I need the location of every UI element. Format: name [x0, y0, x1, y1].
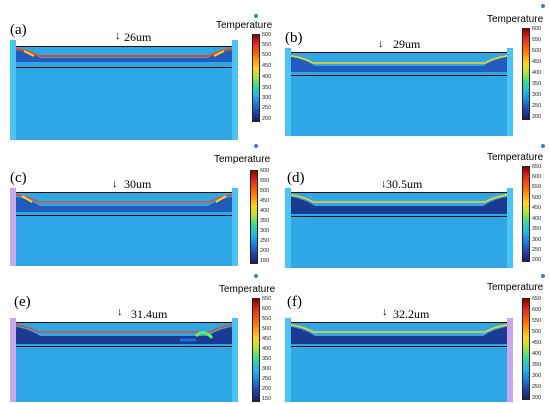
legend-title: Temperature	[487, 152, 544, 163]
thickness-label: 30.5um	[386, 177, 423, 191]
thickness-arrow-icon: ↓	[115, 30, 121, 42]
colorbar	[522, 166, 530, 262]
panel-label: (e)	[14, 294, 31, 310]
panel-label: (f)	[287, 294, 302, 310]
panel-a: (a) ↓ 26um Temperature 600 550 500 450 4…	[0, 0, 275, 140]
panel-e: (e) ↓ 31.4um Temperature 650 600 550 500…	[0, 270, 275, 404]
info-dot-icon	[541, 4, 545, 8]
info-dot-icon	[254, 144, 258, 148]
legend-title: Temperature	[216, 20, 273, 31]
temperature-field-plot	[10, 188, 238, 266]
thickness-label: 29um	[393, 37, 421, 51]
thickness-label: 32.2um	[393, 307, 430, 321]
panel-label: (d)	[287, 170, 305, 186]
legend-title: Temperature	[487, 14, 544, 25]
temperature-field-plot	[285, 188, 513, 268]
thickness-label: 26um	[124, 30, 152, 44]
thickness-label: 31.4um	[131, 307, 168, 321]
info-dot-icon	[254, 274, 258, 278]
info-dot-icon	[541, 144, 545, 148]
panel-d: (d) ↓ 30.5um Temperature 650 600 550 500…	[275, 136, 550, 270]
thickness-arrow-icon: ↓	[381, 178, 387, 190]
colorbar	[250, 170, 258, 264]
info-dot-icon	[541, 274, 545, 278]
panel-label: (a)	[10, 22, 27, 38]
legend-title: Temperature	[219, 284, 276, 295]
temperature-field-plot	[285, 48, 513, 136]
thickness-arrow-icon: ↓	[117, 306, 123, 318]
panel-f: (f) ↓ 32.2um Temperature 650 600 550 500…	[275, 270, 550, 404]
panel-b: (b) ↓ 29um Temperature 600 550 500 450 4…	[275, 0, 550, 136]
info-dot-icon	[254, 14, 258, 18]
thickness-arrow-icon: ↓	[112, 178, 118, 190]
colorbar	[522, 298, 530, 400]
legend-title: Temperature	[487, 282, 544, 293]
thickness-arrow-icon: ↓	[378, 38, 384, 50]
temperature-field-plot	[10, 40, 238, 140]
temperature-field-plot	[10, 318, 238, 402]
thickness-label: 30um	[124, 177, 152, 191]
legend-title: Temperature	[214, 154, 271, 165]
colorbar	[522, 28, 530, 120]
colorbar	[252, 34, 260, 122]
panel-c: (c) ↓ 30um Temperature 600 550 500 450 4…	[0, 136, 275, 270]
colorbar	[252, 298, 260, 402]
panel-label: (c)	[10, 170, 27, 186]
panel-label: (b)	[285, 30, 303, 46]
temperature-field-plot	[285, 318, 513, 402]
thickness-arrow-icon: ↓	[382, 306, 388, 318]
